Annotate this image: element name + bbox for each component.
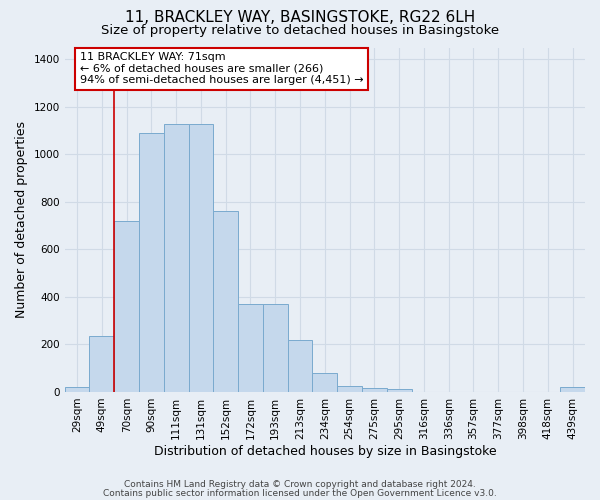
Bar xyxy=(560,387,585,392)
Text: Contains public sector information licensed under the Open Government Licence v3: Contains public sector information licen… xyxy=(103,488,497,498)
Text: Size of property relative to detached houses in Basingstoke: Size of property relative to detached ho… xyxy=(101,24,499,37)
Bar xyxy=(89,336,114,392)
Text: 11 BRACKLEY WAY: 71sqm
← 6% of detached houses are smaller (266)
94% of semi-det: 11 BRACKLEY WAY: 71sqm ← 6% of detached … xyxy=(80,52,363,86)
Bar xyxy=(287,340,313,392)
Bar xyxy=(238,304,263,392)
Bar xyxy=(387,389,412,392)
Bar xyxy=(139,133,164,392)
Bar xyxy=(337,386,362,392)
Bar xyxy=(164,124,188,392)
Bar xyxy=(263,304,287,392)
Bar xyxy=(362,388,387,392)
Bar xyxy=(214,212,238,392)
X-axis label: Distribution of detached houses by size in Basingstoke: Distribution of detached houses by size … xyxy=(154,444,496,458)
Bar xyxy=(188,124,214,392)
Text: Contains HM Land Registry data © Crown copyright and database right 2024.: Contains HM Land Registry data © Crown c… xyxy=(124,480,476,489)
Bar xyxy=(313,373,337,392)
Y-axis label: Number of detached properties: Number of detached properties xyxy=(15,121,28,318)
Bar xyxy=(114,221,139,392)
Text: 11, BRACKLEY WAY, BASINGSTOKE, RG22 6LH: 11, BRACKLEY WAY, BASINGSTOKE, RG22 6LH xyxy=(125,10,475,25)
Bar xyxy=(65,387,89,392)
